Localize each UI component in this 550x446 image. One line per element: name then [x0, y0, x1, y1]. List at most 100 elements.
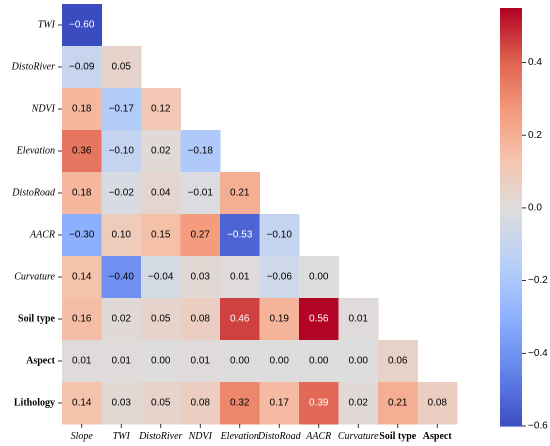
- colorbar-segment: [500, 28, 522, 33]
- colorbar: 0.4 0.2 0.0 −0.2 −0.4 −0.6: [500, 8, 548, 432]
- y-axis-labels: TWI DistoRiver NDVI Elevation DistoRoad AACR C…: [11, 19, 62, 408]
- heatmap-cell-aacr-ndvi: [180, 214, 221, 257]
- heatmap-cell-lithology-slope: [62, 382, 102, 425]
- heatmap-cell-distoriver-twi: [101, 46, 142, 89]
- heatmap-cell-aspect-soil-type: [378, 340, 418, 383]
- heatmap-cell-distoroad-distoriver: [141, 172, 181, 215]
- colorbar-segment: [500, 380, 522, 385]
- heatmap-cell-distoroad-elevation: [220, 172, 260, 215]
- colorbar-segment: [500, 115, 522, 121]
- colorbar-segment: [500, 74, 522, 79]
- cell-value-label: 0.04: [151, 188, 171, 199]
- cell-value-label: 0.14: [72, 272, 92, 283]
- colorbar-tick-label: −0.4: [528, 348, 548, 359]
- colorbar-segment: [500, 67, 522, 72]
- colorbar-segment: [500, 32, 522, 37]
- cell-value-label: 0.01: [230, 272, 250, 283]
- colorbar-segment: [500, 133, 522, 138]
- colorbar-segment: [500, 356, 522, 361]
- colorbar-segment: [500, 318, 522, 323]
- colorbar-segment: [500, 143, 522, 148]
- colorbar-segment: [500, 192, 522, 197]
- colorbar-segment: [500, 352, 522, 357]
- colorbar-segment: [500, 335, 522, 340]
- heatmap-cell-ndvi-distoriver: [141, 88, 181, 131]
- colorbar-segment: [500, 401, 522, 406]
- heatmap-cell-aspect-elevation: [220, 340, 260, 383]
- colorbar-segment: [500, 77, 522, 82]
- heatmap-cell-aspect-distoriver: [141, 340, 181, 383]
- colorbar-segment: [500, 279, 522, 284]
- heatmap-cell-soil-type-twi: [101, 298, 142, 341]
- heatmap-cell-aacr-distoriver: [141, 214, 181, 257]
- heatmap-cell-lithology-curvature: [338, 382, 379, 425]
- cell-value-label: 0.56: [309, 314, 329, 325]
- heatmap-cell-curvature-elevation: [220, 256, 260, 299]
- colorbar-segment: [500, 206, 522, 211]
- colorbar-segment: [500, 182, 522, 187]
- colorbar-segment: [500, 237, 522, 242]
- heatmap-cell-soil-type-curvature: [338, 298, 379, 341]
- colorbar-segment: [500, 119, 522, 124]
- colorbar-segment: [500, 56, 522, 61]
- colorbar-segment: [500, 286, 522, 291]
- colorbar-segment: [500, 129, 522, 134]
- colorbar-segment: [500, 196, 522, 201]
- y-tick-label-lithology: Lithology: [14, 397, 55, 408]
- cell-value-label: 0.17: [270, 398, 290, 409]
- heatmap-cell-elevation-ndvi: [180, 130, 221, 173]
- colorbar-segment: [500, 324, 522, 330]
- x-tick-label-twi: TWI: [113, 431, 131, 442]
- cell-value-label: 0.00: [349, 356, 369, 367]
- colorbar-segment: [500, 164, 522, 169]
- heatmap-cell-lithology-ndvi: [180, 382, 221, 425]
- heatmap-cell-aacr-elevation: [220, 214, 260, 257]
- heatmap-cell-aspect-slope: [62, 340, 102, 383]
- colorbar-segment: [500, 230, 522, 236]
- heatmap-cell-lithology-distoroad: [259, 382, 300, 425]
- heatmap-cell-lithology-aacr: [299, 382, 339, 425]
- colorbar-segment: [500, 269, 522, 274]
- colorbar-segment: [500, 39, 522, 44]
- cell-value-label: −0.30: [69, 230, 95, 241]
- colorbar-segment: [500, 290, 522, 295]
- heatmap-cell-lithology-distoriver: [141, 382, 181, 425]
- heatmap-cell-soil-type-slope: [62, 298, 102, 341]
- colorbar-segment: [500, 363, 522, 368]
- x-tick-label-soil-type: Soil type: [379, 431, 417, 442]
- cell-value-label: 0.05: [151, 314, 171, 325]
- colorbar-segment: [500, 136, 522, 141]
- y-tick-label-distoroad: DistoRoad: [11, 187, 56, 198]
- y-tick-label-twi: TWI: [38, 19, 56, 30]
- colorbar-segment: [500, 422, 522, 427]
- cell-value-label: 0.08: [428, 398, 448, 409]
- cell-value-label: 0.39: [309, 398, 329, 409]
- colorbar-segment: [500, 102, 522, 107]
- colorbar-segment: [500, 408, 522, 413]
- colorbar-segment: [500, 14, 522, 20]
- cell-value-label: 0.15: [151, 230, 171, 241]
- colorbar-segment: [500, 255, 522, 260]
- cell-value-label: −0.40: [109, 272, 135, 283]
- colorbar-segment: [500, 331, 522, 337]
- heatmap-cell-curvature-slope: [62, 256, 102, 299]
- heatmap-cell-elevation-twi: [101, 130, 142, 173]
- colorbar-segment: [500, 293, 522, 298]
- heatmap-cell-ndvi-twi: [101, 88, 142, 131]
- cell-value-label: 0.01: [349, 314, 369, 325]
- colorbar-segment: [500, 199, 522, 204]
- colorbar-segment: [500, 112, 522, 117]
- heatmap-cell-elevation-slope: [62, 130, 102, 173]
- heatmap-cell-soil-type-distoroad: [259, 298, 300, 341]
- colorbar-segment: [500, 377, 522, 382]
- colorbar-segment: [500, 234, 522, 239]
- colorbar-segment: [500, 25, 522, 30]
- cell-value-label: 0.02: [112, 314, 132, 325]
- colorbar-segment: [500, 258, 522, 263]
- cell-value-label: 0.00: [270, 356, 290, 367]
- cell-value-label: −0.10: [109, 146, 135, 157]
- heatmap-cell-distoroad-twi: [101, 172, 142, 215]
- heatmap-cell-aspect-ndvi: [180, 340, 221, 383]
- cell-value-label: 0.10: [112, 230, 132, 241]
